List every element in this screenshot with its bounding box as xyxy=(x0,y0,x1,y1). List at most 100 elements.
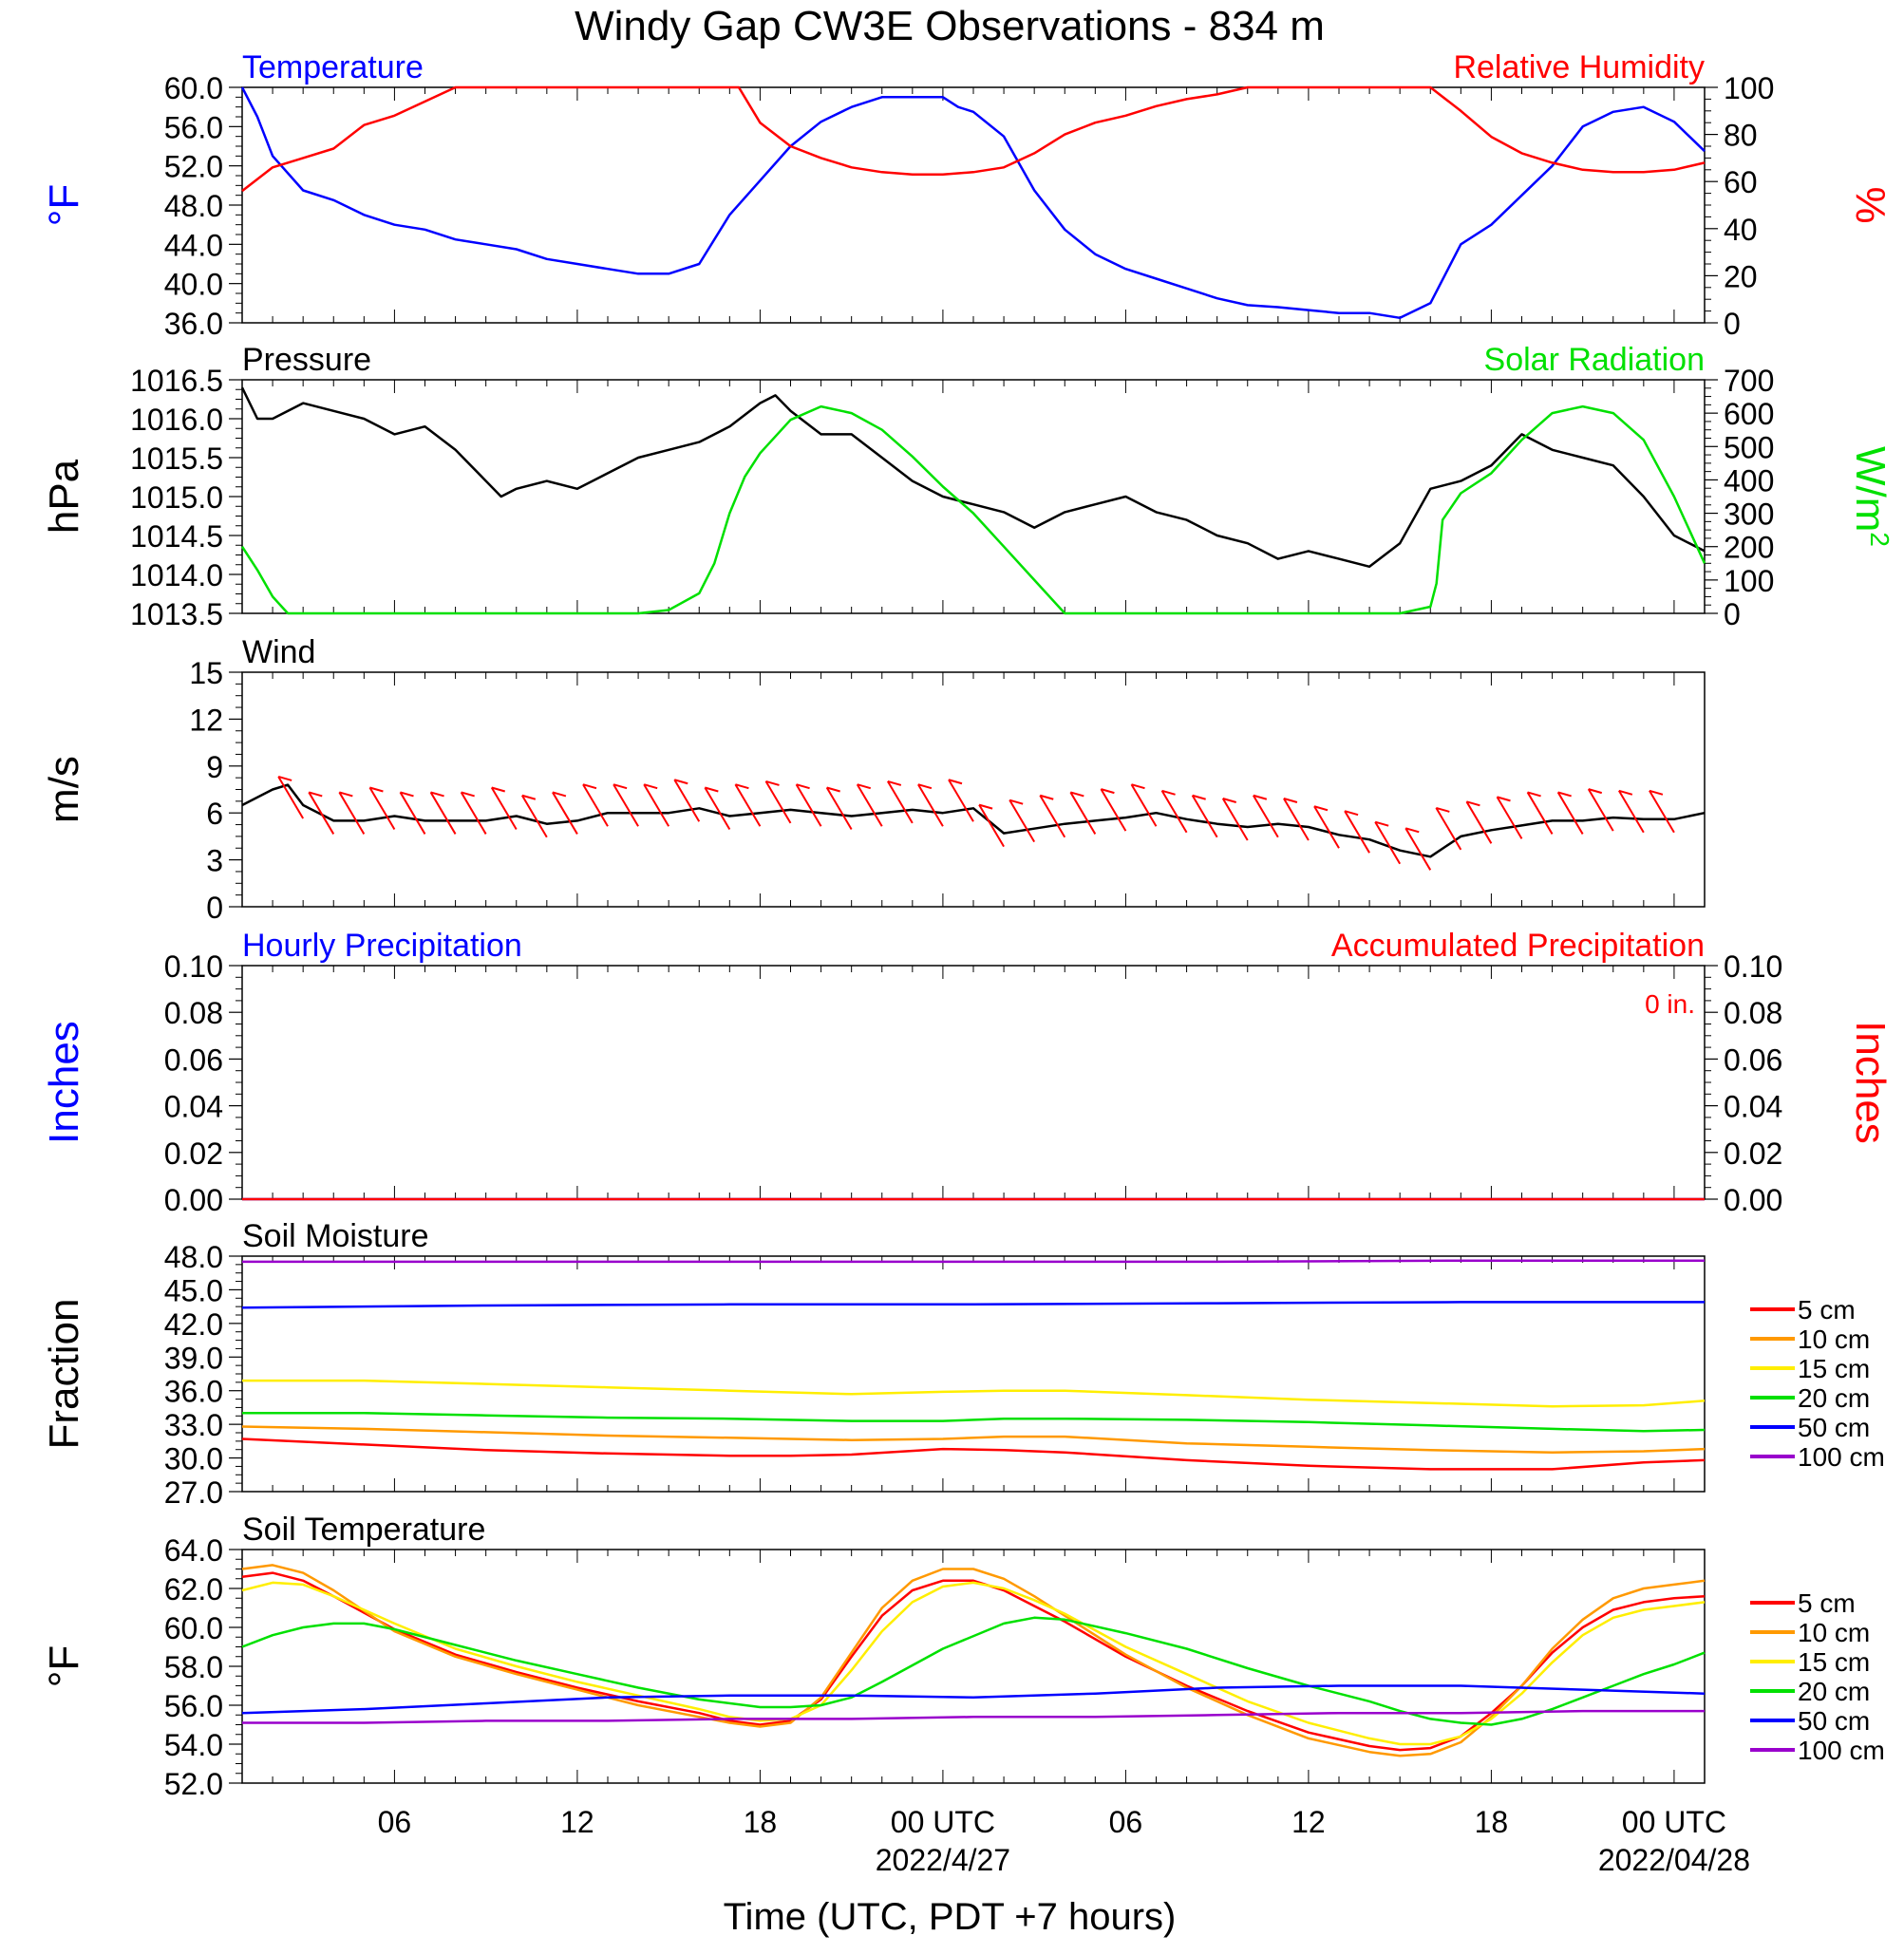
y-tick-label-right: 40 xyxy=(1724,213,1758,247)
series-line-1 xyxy=(241,85,1706,193)
series-line-100-cm xyxy=(242,1709,1705,1724)
wind-barb-staff xyxy=(825,786,853,831)
y-axis-label-left: Fraction xyxy=(41,1299,87,1450)
y-tick-label: 0.00 xyxy=(164,1183,223,1217)
wind-barb-staff xyxy=(1221,798,1249,841)
legend-label: 5 cm xyxy=(1798,1295,1856,1325)
wind-barb-flag xyxy=(1101,788,1115,795)
wind-barb-flag xyxy=(673,779,688,785)
y-tick-label: 1014.5 xyxy=(130,519,223,554)
y-tick-label: 9 xyxy=(206,750,223,784)
wind-barb-staff xyxy=(399,791,426,835)
wind-barb-flag xyxy=(1253,794,1268,800)
wind-barb-staff xyxy=(1435,807,1462,851)
wind-barb-staff xyxy=(1313,805,1340,849)
x-tick-label: 18 xyxy=(1475,1805,1509,1839)
panel-title-left: Soil Moisture xyxy=(242,1218,429,1254)
y-tick-label: 0.06 xyxy=(164,1043,223,1077)
wind-barb-flag xyxy=(1070,791,1084,798)
y-tick-label-right: 0.10 xyxy=(1724,949,1782,984)
panel-title-left: Wind xyxy=(242,634,315,670)
x-tick-label: 12 xyxy=(1291,1805,1326,1839)
wind-barb-staff xyxy=(978,804,1005,848)
y-tick-label: 0.10 xyxy=(164,949,223,984)
plot-frame xyxy=(241,965,1706,1200)
y-tick-label-right: 300 xyxy=(1724,498,1774,532)
y-tick-label-right: 200 xyxy=(1724,531,1774,565)
y-tick-label: 56.0 xyxy=(164,1689,223,1723)
y-tick-label: 58.0 xyxy=(164,1650,223,1684)
y-axis-label-left: °F xyxy=(41,184,87,226)
wind-barb-staff xyxy=(643,783,670,827)
series-line-0 xyxy=(240,386,1706,569)
y-tick-label: 0.02 xyxy=(164,1137,223,1171)
panel-title-left: Temperature xyxy=(242,49,424,85)
time-axis: 06 12 18 00 UTC 2022/4/27 06 12 18 00 UTC 2022/04… xyxy=(378,1805,1750,1877)
wind-barb-flag xyxy=(1009,799,1024,805)
series-line-5-cm xyxy=(241,1437,1706,1471)
wind-barb-staff xyxy=(1130,783,1158,827)
wind-barb-staff xyxy=(338,791,366,835)
x-tick-label: 06 xyxy=(1109,1805,1143,1839)
y-tick-label: 27.0 xyxy=(164,1475,223,1510)
legend-label: 50 cm xyxy=(1798,1413,1870,1442)
wind-barb-staff xyxy=(429,791,457,835)
y-tick-label: 1016.0 xyxy=(130,403,223,437)
wind-barb-flag xyxy=(948,779,963,785)
wind-barb-flag xyxy=(1039,794,1054,800)
series-line-0 xyxy=(240,86,1706,320)
y-tick-label: 0 xyxy=(206,891,223,925)
wind-barb-flag xyxy=(400,791,414,798)
wind-barb-flag xyxy=(857,783,872,790)
y-tick-label-right: 0.04 xyxy=(1724,1090,1782,1124)
wind-barb-flag xyxy=(1313,805,1329,812)
y-tick-label-right: 400 xyxy=(1724,463,1774,498)
series-line-0 xyxy=(241,783,1706,858)
wind-barb-staff xyxy=(1587,788,1614,832)
wind-barb-flag xyxy=(887,780,902,786)
y-axis-label-right-text: % xyxy=(1847,186,1894,223)
y-tick-label: 3 xyxy=(206,844,223,878)
wind-barb-staff xyxy=(704,786,731,831)
y-tick-label: 36.0 xyxy=(164,1375,223,1409)
y-axis-label-right-superscript: 2 xyxy=(1866,532,1895,547)
wind-barb-staff xyxy=(1069,791,1097,835)
accumulated-total-label: 0 in. xyxy=(1645,989,1695,1019)
y-tick-label: 60.0 xyxy=(164,1611,223,1645)
panel-title-right: Relative Humidity xyxy=(1453,49,1705,85)
panel-title-left: Soil Temperature xyxy=(242,1512,485,1548)
wind-barb-flag xyxy=(521,794,537,800)
series-line-10-cm xyxy=(241,1564,1706,1757)
y-tick-label: 44.0 xyxy=(164,228,223,262)
y-tick-label: 60.0 xyxy=(164,71,223,105)
wind-barb-flag xyxy=(369,786,384,793)
wind-barb-flag xyxy=(552,791,567,798)
wind-barb-staff xyxy=(764,780,792,824)
series-line-20-cm xyxy=(242,1412,1706,1433)
y-tick-label-right: 60 xyxy=(1724,165,1758,199)
plot-frame xyxy=(241,86,1706,324)
wind-barb-flag xyxy=(308,791,323,798)
y-tick-label: 1016.5 xyxy=(130,364,223,398)
figure-title: Windy Gap CW3E Observations - 834 m xyxy=(575,3,1325,49)
y-tick-label: 42.0 xyxy=(164,1307,223,1342)
wind-barb-flag xyxy=(1404,827,1420,834)
wind-barb-flag xyxy=(1497,796,1511,802)
wind-barb-staff xyxy=(1100,788,1127,832)
wind-barb-flag xyxy=(1131,783,1145,790)
panel-title-left: Hourly Precipitation xyxy=(242,928,522,964)
x-tick-label: 00 UTC xyxy=(1622,1805,1726,1839)
y-axis-label-right: % xyxy=(1847,186,1894,223)
series-line-10-cm xyxy=(241,1425,1706,1454)
legend-label: 100 cm xyxy=(1798,1736,1885,1765)
series-line-50-cm xyxy=(241,1684,1706,1715)
wind-barb-staff xyxy=(552,791,578,835)
y-tick-label: 52.0 xyxy=(164,150,223,184)
y-axis-label-right-text: W/m xyxy=(1847,446,1894,532)
wind-barb-staff xyxy=(1344,810,1370,854)
wind-barb-flag xyxy=(705,786,719,793)
x-tick-date: 2022/04/28 xyxy=(1598,1843,1750,1877)
panel-title-right: Solar Radiation xyxy=(1484,342,1705,378)
